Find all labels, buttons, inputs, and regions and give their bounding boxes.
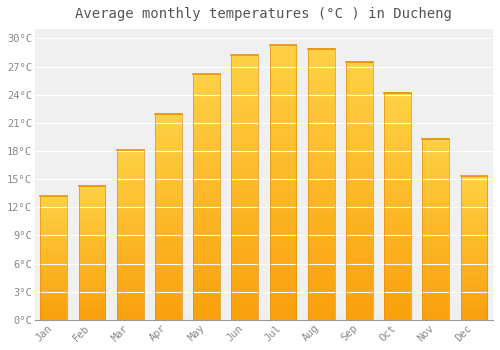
Title: Average monthly temperatures (°C ) in Ducheng: Average monthly temperatures (°C ) in Du… (76, 7, 452, 21)
